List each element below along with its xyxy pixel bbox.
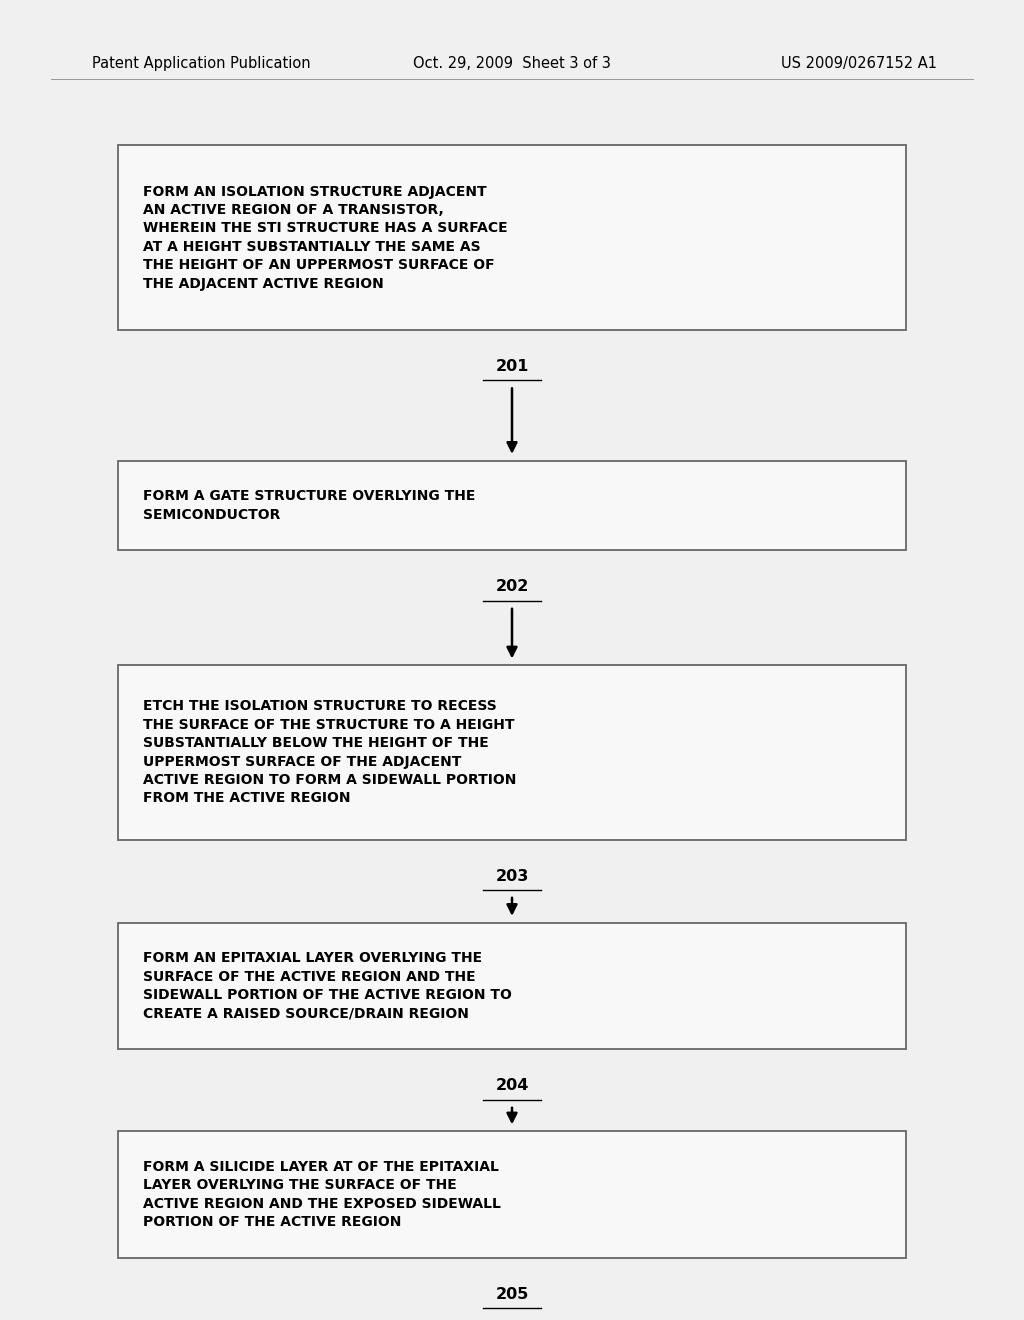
- Text: US 2009/0267152 A1: US 2009/0267152 A1: [781, 55, 937, 71]
- Bar: [118, 1131, 906, 1258]
- Text: 204: 204: [496, 1078, 528, 1093]
- Text: 205: 205: [496, 1287, 528, 1302]
- Text: 201: 201: [496, 359, 528, 374]
- Bar: [118, 461, 906, 550]
- Text: 202: 202: [496, 579, 528, 594]
- Text: Patent Application Publication: Patent Application Publication: [92, 55, 311, 71]
- Text: FORM A GATE STRUCTURE OVERLYING THE
SEMICONDUCTOR: FORM A GATE STRUCTURE OVERLYING THE SEMI…: [143, 490, 476, 521]
- Text: FORM AN ISOLATION STRUCTURE ADJACENT
AN ACTIVE REGION OF A TRANSISTOR,
WHEREIN T: FORM AN ISOLATION STRUCTURE ADJACENT AN …: [143, 185, 508, 290]
- Text: Oct. 29, 2009  Sheet 3 of 3: Oct. 29, 2009 Sheet 3 of 3: [413, 55, 611, 71]
- Text: 203: 203: [496, 869, 528, 883]
- Text: FORM AN EPITAXIAL LAYER OVERLYING THE
SURFACE OF THE ACTIVE REGION AND THE
SIDEW: FORM AN EPITAXIAL LAYER OVERLYING THE SU…: [143, 952, 512, 1020]
- Bar: [118, 923, 906, 1049]
- Text: FORM A SILICIDE LAYER AT OF THE EPITAXIAL
LAYER OVERLYING THE SURFACE OF THE
ACT: FORM A SILICIDE LAYER AT OF THE EPITAXIA…: [143, 1160, 501, 1229]
- Bar: [118, 665, 906, 840]
- Text: ETCH THE ISOLATION STRUCTURE TO RECESS
THE SURFACE OF THE STRUCTURE TO A HEIGHT
: ETCH THE ISOLATION STRUCTURE TO RECESS T…: [143, 700, 517, 805]
- Bar: [118, 145, 906, 330]
